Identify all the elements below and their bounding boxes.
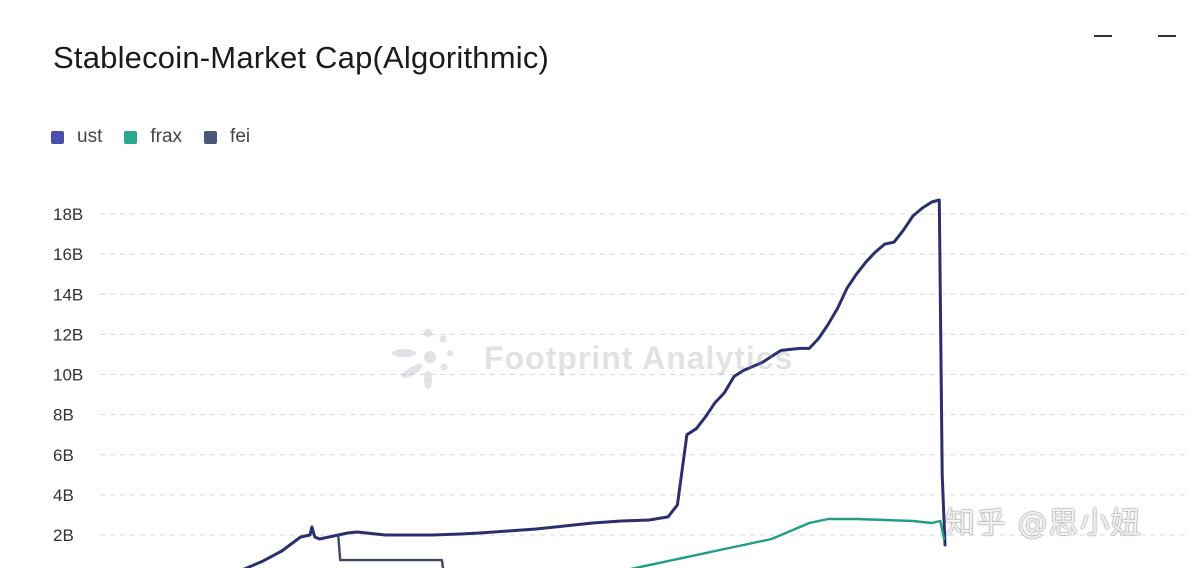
y-tick-label: 18B <box>53 205 83 224</box>
y-tick-label: 2B <box>53 526 74 545</box>
y-tick-label: 8B <box>53 406 74 425</box>
y-tick-label: 10B <box>53 366 83 385</box>
legend-swatch-ust <box>51 130 64 144</box>
legend-label-ust: ust <box>77 126 103 147</box>
y-tick-label: 12B <box>53 325 83 344</box>
legend-item-frax[interactable]: frax <box>124 126 182 148</box>
y-tick-label: 4B <box>53 486 74 505</box>
y-tick-label: 14B <box>53 285 83 304</box>
legend-label-fei: fei <box>230 126 251 147</box>
series-line-fei <box>337 534 445 568</box>
legend-item-ust[interactable]: ust <box>51 126 102 148</box>
chart-title: Stablecoin-Market Cap(Algorithmic) <box>53 40 550 75</box>
legend-item-fei[interactable]: fei <box>204 126 250 148</box>
legend-swatch-fei <box>204 130 218 144</box>
series-line-ust <box>242 198 947 568</box>
maximize-button[interactable] <box>1158 35 1176 37</box>
legend-swatch-frax <box>124 130 138 144</box>
author-watermark: 知乎 @思小妞 <box>945 506 1142 541</box>
y-tick-label: 16B <box>53 245 83 264</box>
legend-label-frax: frax <box>150 126 183 147</box>
series-line-frax <box>629 517 946 568</box>
y-tick-label: 6B <box>53 446 74 465</box>
minimize-button[interactable] <box>1094 35 1112 37</box>
chart-legend: ust frax fei <box>51 126 250 148</box>
